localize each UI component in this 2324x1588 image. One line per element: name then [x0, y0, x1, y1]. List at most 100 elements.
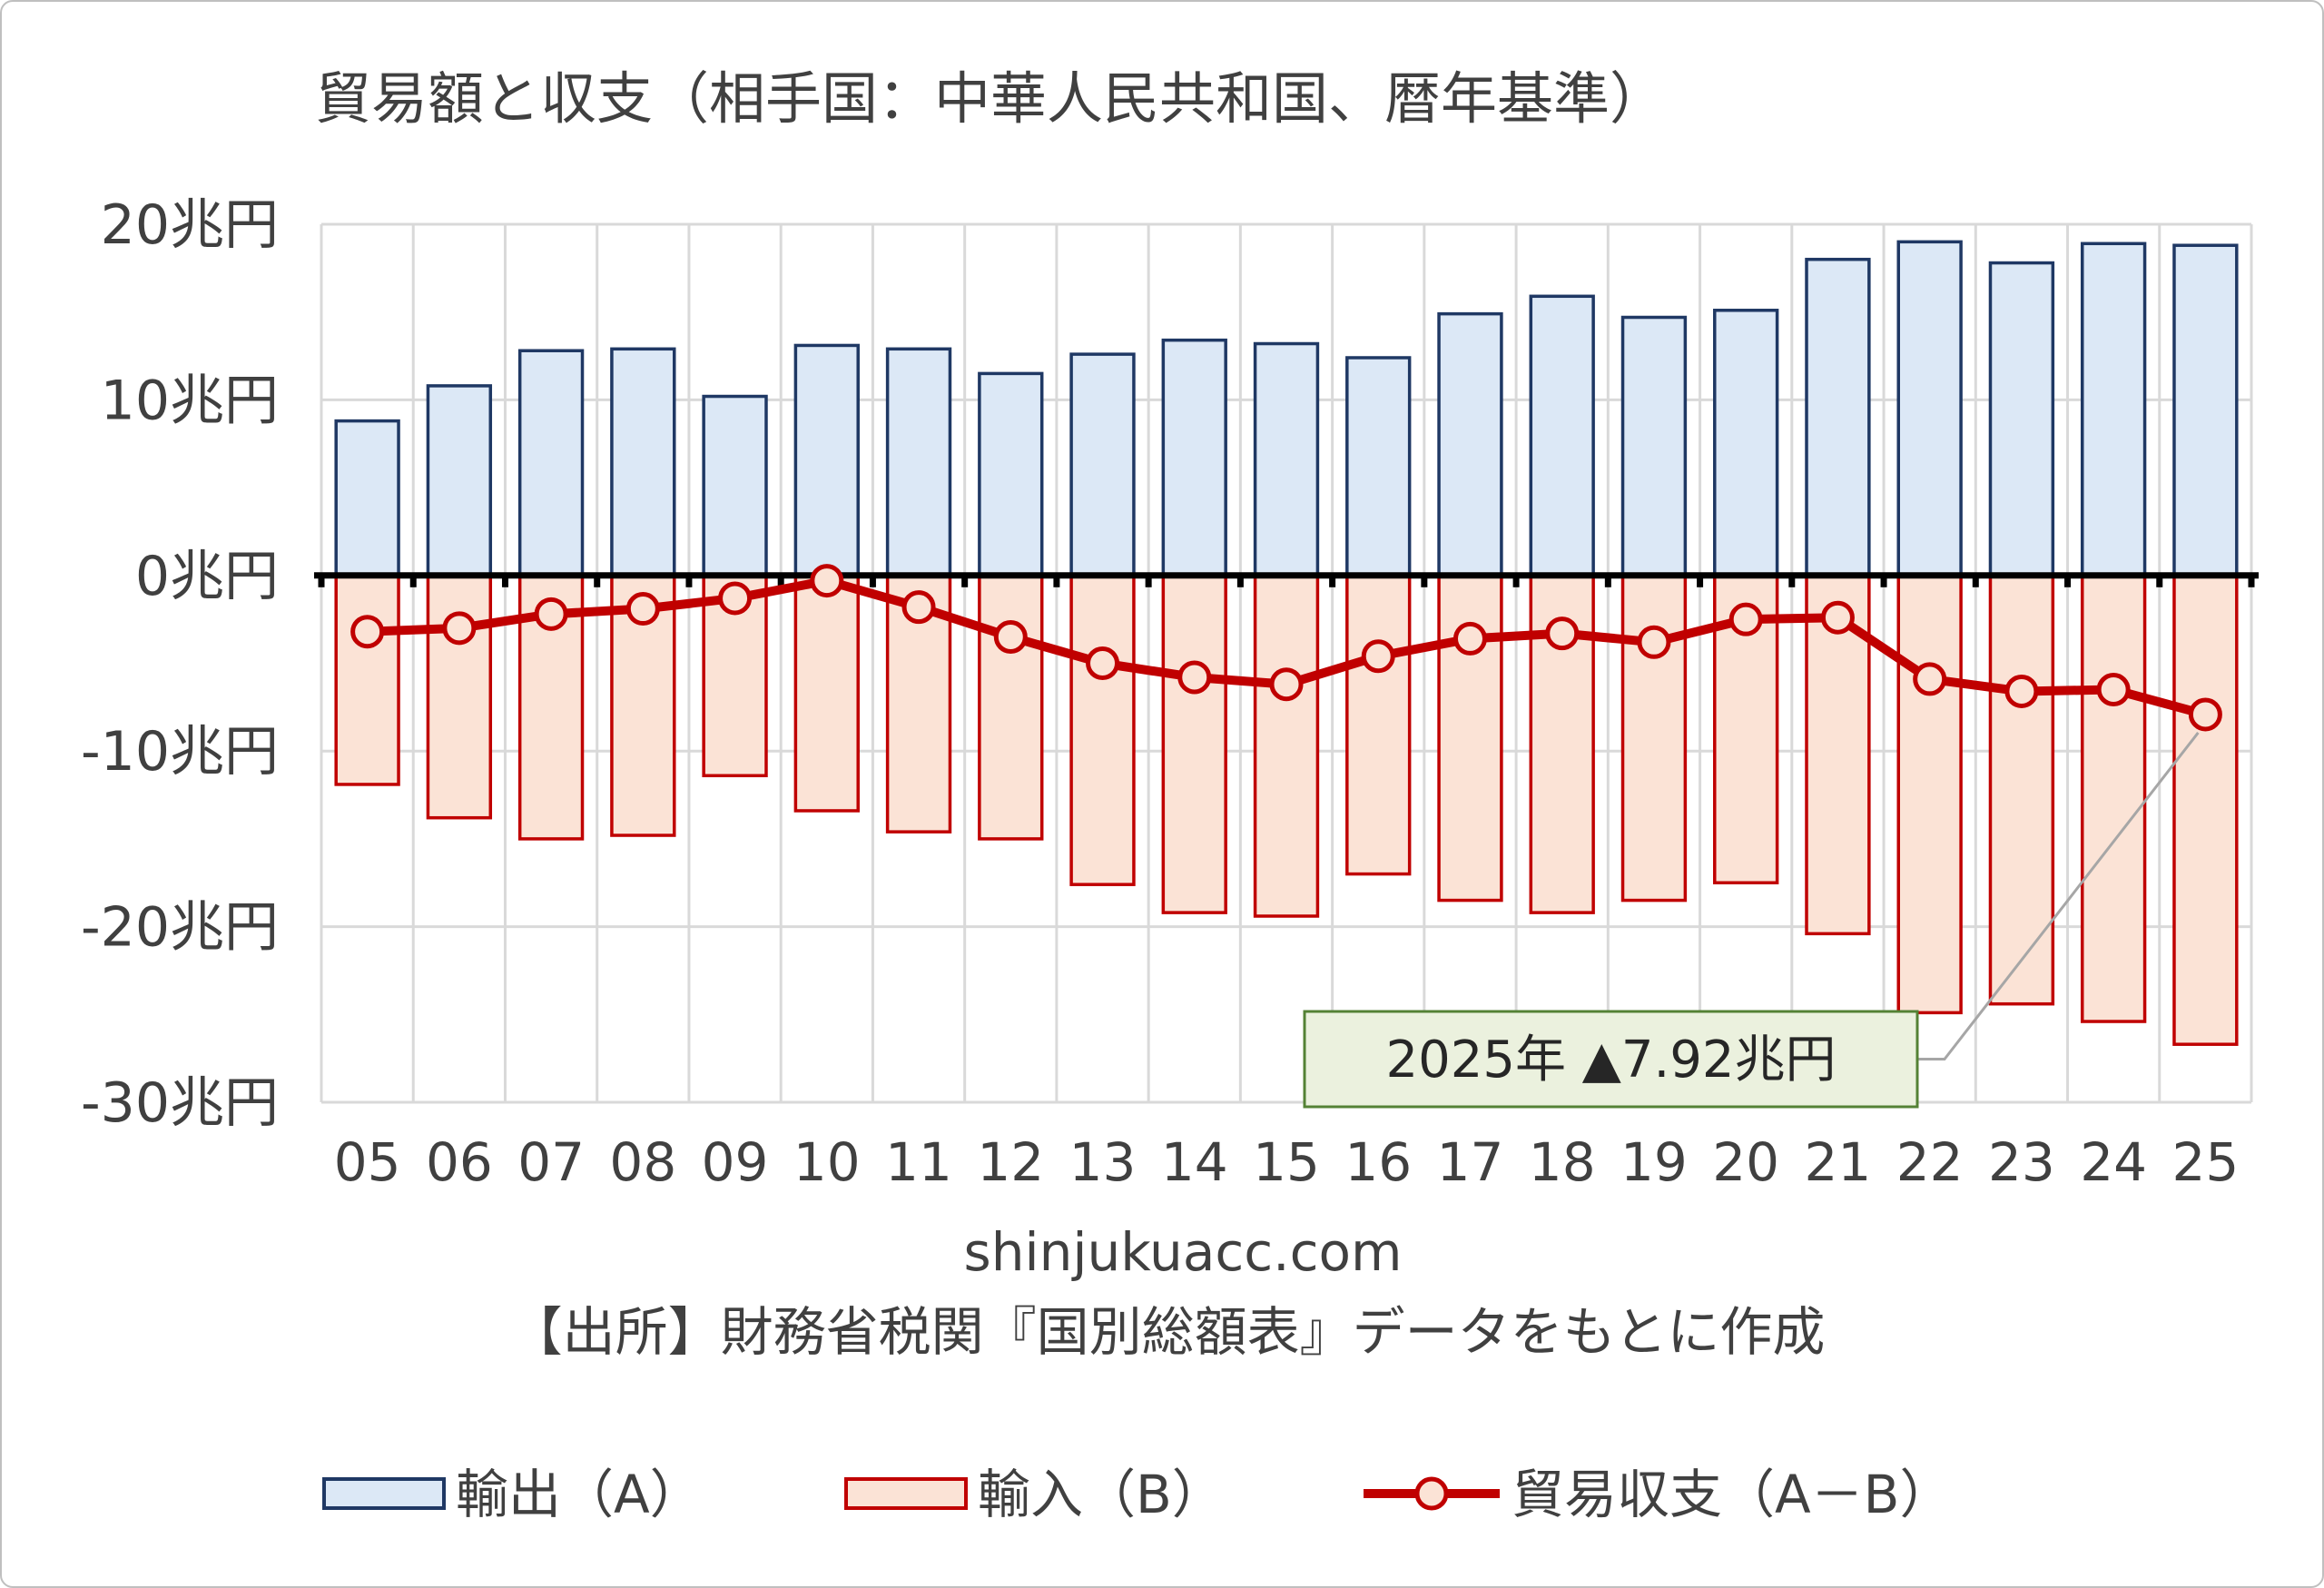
export-bar — [978, 371, 1044, 577]
export-bar — [1253, 341, 1320, 577]
balance-point — [1361, 639, 1395, 674]
export-bar — [1713, 309, 1779, 577]
export-bar — [1529, 294, 1595, 577]
x-tick-label: 13 — [1069, 1131, 1137, 1193]
export-bar — [426, 384, 493, 577]
x-tick-label: 16 — [1344, 1131, 1412, 1193]
balance-point — [2188, 697, 2222, 732]
x-tick-label: 08 — [609, 1131, 676, 1193]
export-bar — [1069, 352, 1136, 577]
x-tick-label: 15 — [1253, 1131, 1320, 1193]
import-bar — [1253, 574, 1320, 918]
export-bar — [334, 419, 400, 577]
legend-balance-marker — [1414, 1476, 1449, 1511]
export-bar — [610, 347, 676, 577]
x-tick-label: 14 — [1161, 1131, 1228, 1193]
import-bar — [1988, 574, 2055, 1006]
x-tick-label: 23 — [1988, 1131, 2055, 1193]
import-bar — [2080, 574, 2147, 1023]
balance-point — [625, 592, 660, 626]
x-tick-label: 22 — [1896, 1131, 1964, 1193]
x-tick-label: 11 — [885, 1131, 952, 1193]
x-tick-label: 09 — [702, 1131, 769, 1193]
export-bar — [1620, 315, 1688, 577]
balance-point — [534, 597, 568, 631]
balance-point — [1637, 625, 1671, 659]
legend-import-swatch — [844, 1477, 968, 1510]
export-bar — [702, 394, 768, 577]
legend-balance-label: 貿易収支（A－B） — [1512, 1464, 1952, 1525]
x-tick-label: 25 — [2171, 1131, 2239, 1193]
callout-box — [1303, 1010, 1919, 1109]
balance-point — [993, 619, 1028, 654]
balance-point — [810, 564, 844, 598]
balance-point — [1452, 621, 1487, 656]
import-bar — [793, 574, 860, 813]
balance-point — [1177, 660, 1212, 695]
callout-leader-line — [1917, 732, 2200, 1060]
export-bar — [885, 347, 952, 577]
balance-line-series — [350, 564, 2222, 732]
x-axis-tick-labels: 05 06 07 08 09 10 11 12 13 14 15 16 17 18 19 20 21 22 23 24… — [334, 1131, 2240, 1193]
export-bar — [1988, 261, 2055, 577]
balance-point — [1269, 667, 1304, 702]
import-bar — [1896, 574, 1963, 1015]
balance-point — [1545, 616, 1580, 651]
x-tick-label: 24 — [2080, 1131, 2147, 1193]
import-bar — [1620, 574, 1688, 902]
export-bar — [2172, 243, 2239, 577]
legend: 輸出（A） 輸入（B） 貿易収支（A－B） — [322, 1464, 1952, 1525]
x-tick-label: 21 — [1805, 1131, 1872, 1193]
y-tick-label: -20兆円 — [81, 896, 279, 960]
legend-export-label: 輸出（A） — [456, 1464, 703, 1525]
y-tick-label: -10兆円 — [81, 720, 279, 784]
bar-series — [334, 240, 2239, 1046]
import-bar — [1069, 574, 1136, 886]
balance-point — [1086, 646, 1120, 680]
balance-point — [1913, 662, 1947, 696]
y-tick-label: 0兆円 — [135, 545, 279, 608]
import-bar — [978, 574, 1044, 841]
x-tick-label: 20 — [1712, 1131, 1779, 1193]
balance-point — [1728, 602, 1763, 636]
balance-point — [2096, 673, 2131, 707]
source-credit-note: 【出所】財務省税関『国別総額表』データをもとに作成 — [510, 1301, 1826, 1363]
x-tick-label: 12 — [977, 1131, 1044, 1193]
export-bar — [1805, 257, 1871, 577]
balance-point — [350, 615, 385, 649]
x-tick-label: 06 — [426, 1131, 493, 1193]
x-tick-label: 19 — [1620, 1131, 1688, 1193]
callout-label: 2025年 ▲7.92兆円 — [1385, 1031, 1836, 1090]
legend-export-swatch — [322, 1477, 446, 1510]
x-tick-label: 05 — [334, 1131, 401, 1193]
export-bar — [1437, 311, 1503, 577]
export-bar — [1161, 338, 1227, 577]
y-tick-label: -30兆円 — [81, 1071, 279, 1135]
balance-point — [2004, 674, 2039, 708]
export-bar — [1345, 356, 1412, 577]
zero-axis — [314, 572, 2259, 587]
balance-point — [1820, 600, 1855, 635]
balance-point — [442, 611, 477, 646]
import-bar — [1345, 574, 1412, 876]
import-bar — [2172, 574, 2239, 1046]
export-bar — [1896, 240, 1963, 577]
export-bar — [793, 343, 860, 577]
balance-point — [901, 590, 936, 625]
export-bar — [2080, 242, 2147, 577]
callout-annotation: 2025年 ▲7.92兆円 — [1303, 732, 2200, 1109]
chart-title: 貿易額と収支（相手国：中華人民共和国、暦年基準） — [315, 65, 1666, 132]
x-tick-label: 10 — [793, 1131, 861, 1193]
legend-import-label: 輸入（B） — [978, 1464, 1225, 1525]
y-tick-label: 10兆円 — [101, 369, 279, 432]
y-axis-tick-labels: 20兆円 10兆円 0兆円 -10兆円 -20兆円 -30兆円 — [81, 193, 279, 1135]
y-tick-label: 20兆円 — [101, 193, 279, 257]
x-tick-label: 07 — [517, 1131, 585, 1193]
export-bar — [517, 349, 585, 577]
x-tick-label: 18 — [1529, 1131, 1596, 1193]
import-bar — [334, 574, 400, 786]
balance-point — [718, 581, 753, 616]
import-bar — [1161, 574, 1227, 914]
